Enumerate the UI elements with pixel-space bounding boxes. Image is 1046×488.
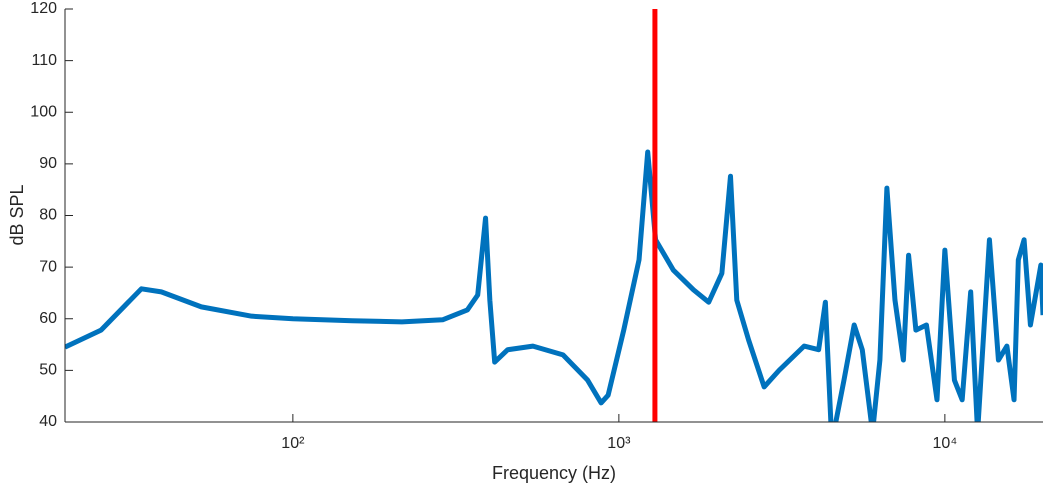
x-tick-label: 10⁴: [933, 435, 958, 452]
y-tick-label: 80: [39, 207, 57, 224]
y-axis-label: dB SPL: [7, 184, 27, 245]
y-tick-label: 120: [30, 0, 57, 17]
y-tick-label: 50: [39, 362, 57, 379]
plot-area: [65, 9, 1043, 422]
y-tick-label: 60: [39, 310, 57, 327]
x-axis-label: Frequency (Hz): [492, 463, 616, 483]
y-tick-label: 100: [30, 103, 57, 120]
response-line: [65, 149, 1043, 422]
y-tick-label: 40: [39, 413, 57, 430]
x-tick-label: 10²: [281, 435, 305, 452]
y-tick-label: 70: [39, 258, 57, 275]
y-tick-label: 90: [39, 155, 57, 172]
y-tick-label: 110: [31, 52, 57, 69]
x-tick-label: 10³: [607, 435, 631, 452]
